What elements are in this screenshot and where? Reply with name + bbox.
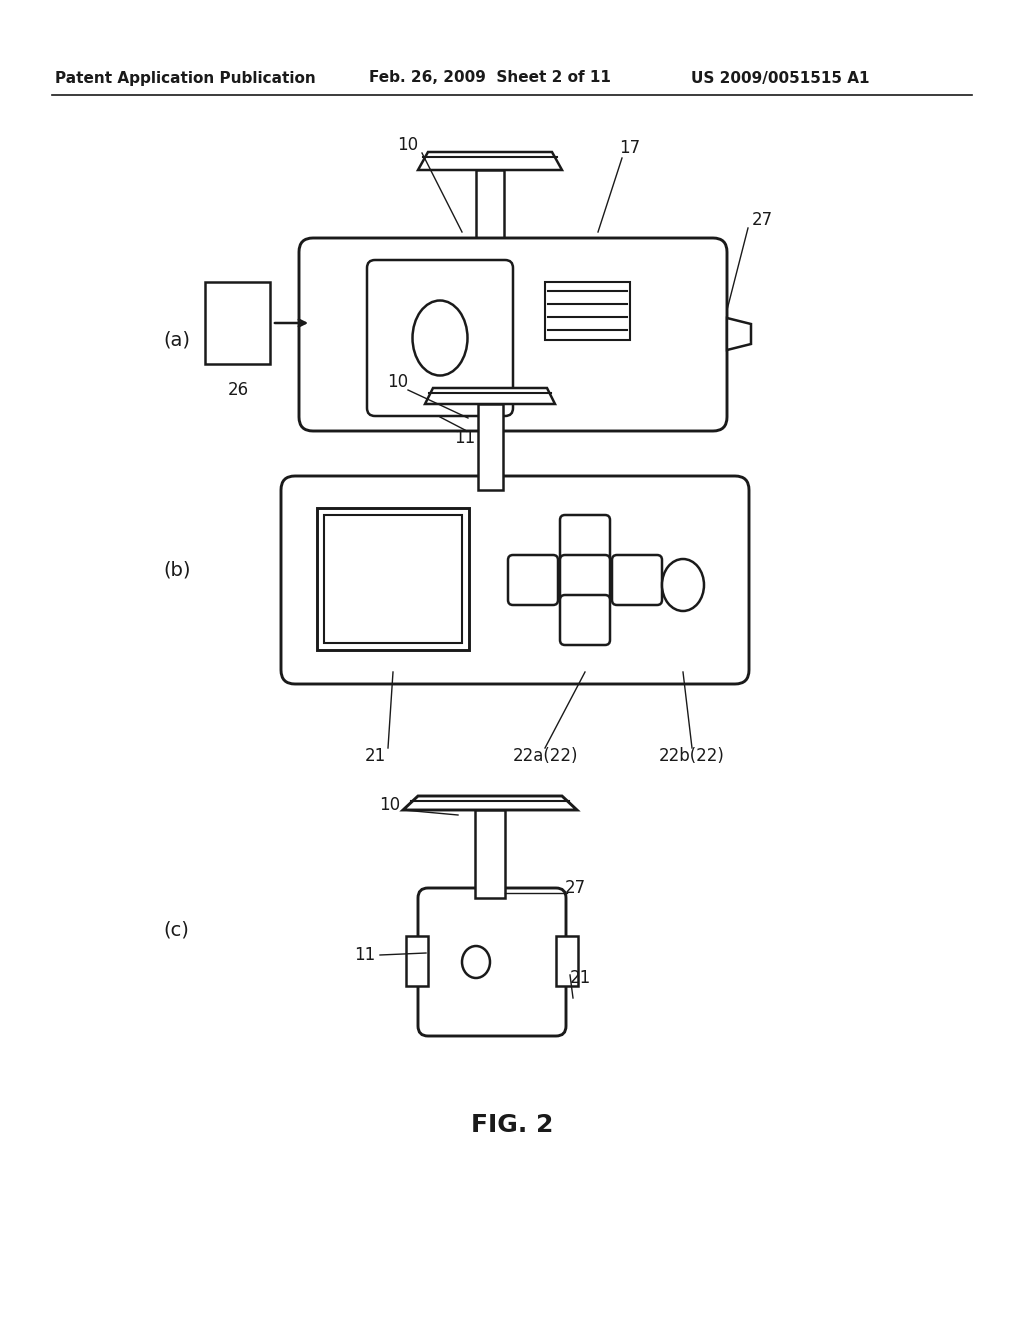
- Bar: [556, 936, 578, 986]
- FancyBboxPatch shape: [545, 282, 630, 341]
- Text: (c): (c): [163, 920, 188, 940]
- Bar: [406, 936, 428, 986]
- Text: FIG. 2: FIG. 2: [471, 1113, 553, 1137]
- Bar: [476, 170, 504, 252]
- Text: 22a(22): 22a(22): [512, 747, 578, 766]
- Text: 27: 27: [564, 879, 586, 898]
- Text: Feb. 26, 2009  Sheet 2 of 11: Feb. 26, 2009 Sheet 2 of 11: [369, 70, 611, 86]
- Text: 10: 10: [397, 136, 419, 154]
- FancyBboxPatch shape: [418, 888, 566, 1036]
- FancyBboxPatch shape: [324, 515, 462, 643]
- Ellipse shape: [662, 558, 705, 611]
- Text: 11: 11: [455, 429, 475, 447]
- FancyBboxPatch shape: [317, 508, 469, 649]
- Text: 11: 11: [354, 946, 376, 964]
- FancyBboxPatch shape: [508, 554, 558, 605]
- FancyBboxPatch shape: [299, 238, 727, 432]
- Text: 26: 26: [227, 381, 249, 399]
- Polygon shape: [418, 152, 562, 170]
- Text: Patent Application Publication: Patent Application Publication: [54, 70, 315, 86]
- Text: 22b(22): 22b(22): [659, 747, 725, 766]
- Text: 27: 27: [752, 211, 772, 228]
- Text: 10: 10: [387, 374, 409, 391]
- Text: 21: 21: [365, 747, 386, 766]
- Text: 17: 17: [620, 139, 641, 157]
- Bar: [478, 404, 503, 490]
- Ellipse shape: [462, 946, 490, 978]
- Ellipse shape: [413, 301, 468, 375]
- Bar: [475, 810, 505, 898]
- Text: US 2009/0051515 A1: US 2009/0051515 A1: [691, 70, 869, 86]
- Polygon shape: [403, 796, 577, 810]
- Polygon shape: [727, 318, 751, 350]
- FancyBboxPatch shape: [612, 554, 662, 605]
- FancyBboxPatch shape: [281, 477, 749, 684]
- FancyBboxPatch shape: [560, 515, 610, 565]
- Text: (b): (b): [163, 561, 190, 579]
- Text: 21: 21: [569, 969, 591, 987]
- Polygon shape: [425, 388, 555, 404]
- Text: (a): (a): [163, 330, 190, 350]
- FancyBboxPatch shape: [367, 260, 513, 416]
- Text: 10: 10: [380, 796, 400, 814]
- FancyBboxPatch shape: [560, 595, 610, 645]
- FancyBboxPatch shape: [560, 554, 610, 605]
- Bar: [205, 282, 270, 364]
